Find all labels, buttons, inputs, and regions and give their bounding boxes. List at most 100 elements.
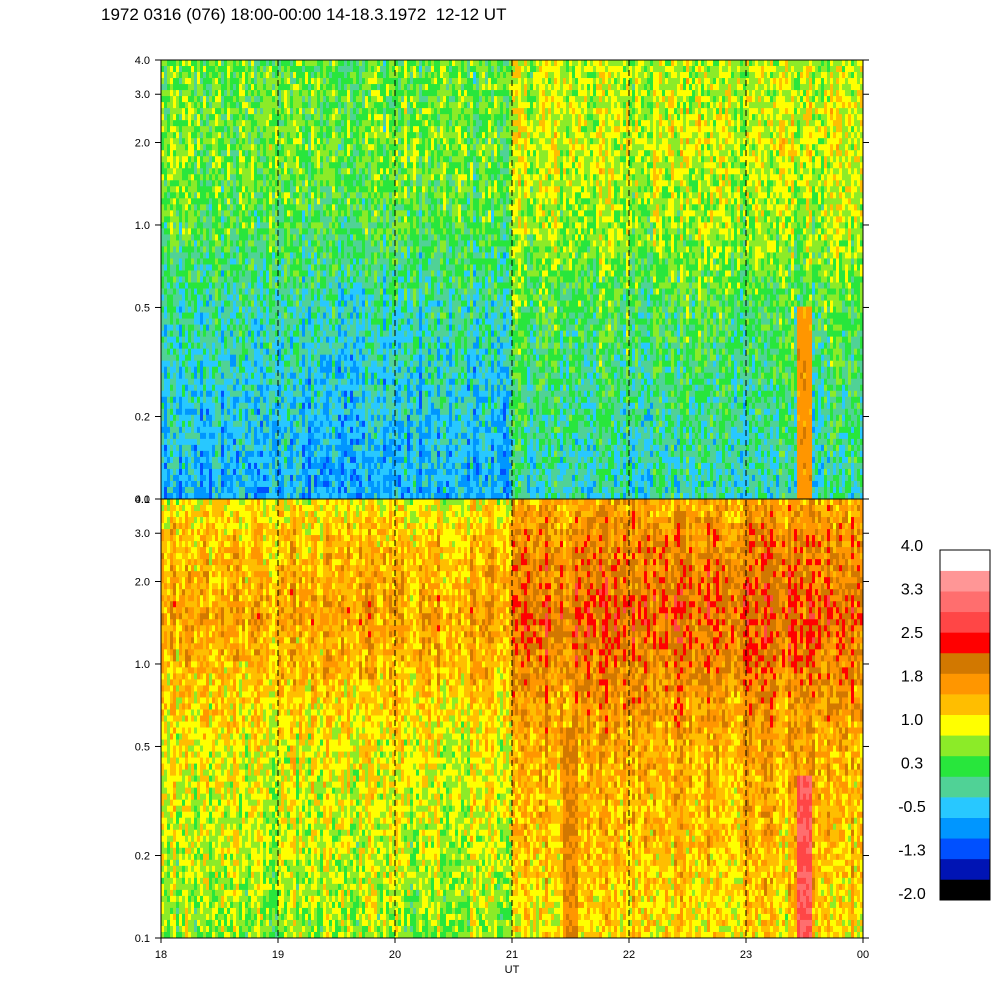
heatmap-cell bbox=[209, 396, 213, 404]
heatmap-cell bbox=[215, 210, 219, 217]
heatmap-cell bbox=[341, 270, 345, 277]
heatmap-cell bbox=[215, 456, 219, 464]
heatmap-cell bbox=[167, 168, 171, 175]
heatmap-cell bbox=[251, 102, 255, 109]
heatmap-cell bbox=[191, 408, 195, 416]
heatmap-cell bbox=[242, 336, 246, 344]
heatmap-cell bbox=[266, 306, 270, 313]
heatmap-cell bbox=[329, 144, 333, 151]
heatmap-cell bbox=[341, 246, 345, 253]
heatmap-cell bbox=[233, 234, 237, 241]
heatmap-cell bbox=[350, 108, 354, 115]
heatmap-cell bbox=[203, 450, 207, 458]
heatmap-cell bbox=[167, 78, 171, 85]
heatmap-cell bbox=[353, 126, 357, 133]
heatmap-cell bbox=[356, 138, 360, 145]
heatmap-cell bbox=[347, 222, 351, 229]
heatmap-cell bbox=[335, 264, 339, 271]
heatmap-cell bbox=[290, 234, 294, 241]
heatmap-cell bbox=[218, 192, 222, 199]
heatmap-cell bbox=[203, 342, 207, 350]
heatmap-cell bbox=[263, 444, 267, 452]
heatmap-cell bbox=[218, 162, 222, 169]
heatmap-cell bbox=[257, 492, 261, 500]
heatmap-cell bbox=[236, 318, 240, 325]
heatmap-cell bbox=[206, 354, 210, 362]
heatmap-cell bbox=[200, 228, 204, 235]
heatmap-cell bbox=[221, 222, 225, 229]
heatmap-cell bbox=[290, 330, 294, 338]
heatmap-cell bbox=[212, 126, 216, 133]
heatmap-cell bbox=[362, 72, 366, 79]
heatmap-cell bbox=[341, 192, 345, 199]
heatmap-cell bbox=[179, 168, 183, 175]
heatmap-cell bbox=[203, 240, 207, 247]
heatmap-cell bbox=[344, 78, 348, 85]
heatmap-cell bbox=[209, 162, 213, 169]
heatmap-cell bbox=[320, 450, 324, 458]
heatmap-cell bbox=[257, 318, 261, 325]
heatmap-cell bbox=[293, 318, 297, 325]
heatmap-cell bbox=[347, 456, 351, 464]
heatmap-cell bbox=[176, 234, 180, 241]
heatmap-cell bbox=[224, 432, 228, 440]
heatmap-cell bbox=[221, 426, 225, 434]
heatmap-cell bbox=[281, 204, 285, 211]
heatmap-cell bbox=[314, 174, 318, 181]
heatmap-cell bbox=[323, 486, 327, 494]
heatmap-cell bbox=[290, 282, 294, 289]
heatmap-cell bbox=[287, 432, 291, 440]
heatmap-cell bbox=[278, 294, 282, 301]
heatmap-cell bbox=[326, 174, 330, 181]
heatmap-cell bbox=[221, 102, 225, 109]
heatmap-cell bbox=[185, 342, 189, 350]
heatmap-cell bbox=[197, 228, 201, 235]
heatmap-cell bbox=[188, 354, 192, 362]
heatmap-cell bbox=[176, 240, 180, 247]
heatmap-cell bbox=[356, 318, 360, 325]
heatmap-cell bbox=[317, 132, 321, 139]
heatmap-cell bbox=[224, 462, 228, 470]
heatmap-cell bbox=[248, 66, 252, 73]
heatmap-cell bbox=[194, 450, 198, 458]
heatmap-cell bbox=[233, 480, 237, 488]
heatmap-cell bbox=[311, 102, 315, 109]
heatmap-cell bbox=[269, 90, 273, 97]
heatmap-cell bbox=[185, 72, 189, 79]
heatmap-cell bbox=[290, 84, 294, 91]
heatmap-cell bbox=[254, 420, 258, 428]
heatmap-cell bbox=[176, 168, 180, 175]
heatmap-cell bbox=[179, 306, 183, 313]
heatmap-cell bbox=[164, 384, 168, 392]
heatmap-cell bbox=[176, 486, 180, 494]
heatmap-cell bbox=[335, 120, 339, 127]
heatmap-cell bbox=[320, 396, 324, 404]
heatmap-cell bbox=[224, 222, 228, 229]
heatmap-cell bbox=[356, 162, 360, 169]
heatmap-cell bbox=[278, 210, 282, 217]
heatmap-cell bbox=[362, 372, 366, 380]
heatmap-cell bbox=[242, 492, 246, 500]
heatmap-cell bbox=[221, 258, 225, 265]
heatmap-cell bbox=[254, 138, 258, 145]
heatmap-cell bbox=[287, 228, 291, 235]
heatmap-cell bbox=[257, 78, 261, 85]
heatmap-cell bbox=[164, 240, 168, 247]
heatmap-cell bbox=[359, 492, 363, 500]
heatmap-cell bbox=[332, 372, 336, 380]
heatmap-cell bbox=[203, 414, 207, 422]
heatmap-cell bbox=[254, 132, 258, 139]
heatmap-cell bbox=[263, 264, 267, 271]
heatmap-cell bbox=[224, 180, 228, 187]
heatmap-cell bbox=[359, 264, 363, 271]
heatmap-cell bbox=[296, 354, 300, 362]
heatmap-cell bbox=[320, 240, 324, 247]
heatmap-cell bbox=[344, 330, 348, 338]
heatmap-cell bbox=[236, 312, 240, 319]
heatmap-cell bbox=[251, 462, 255, 470]
heatmap-cell bbox=[266, 264, 270, 271]
heatmap-cell bbox=[164, 366, 168, 374]
heatmap-cell bbox=[182, 486, 186, 494]
heatmap-cell bbox=[209, 420, 213, 428]
heatmap-cell bbox=[353, 330, 357, 338]
